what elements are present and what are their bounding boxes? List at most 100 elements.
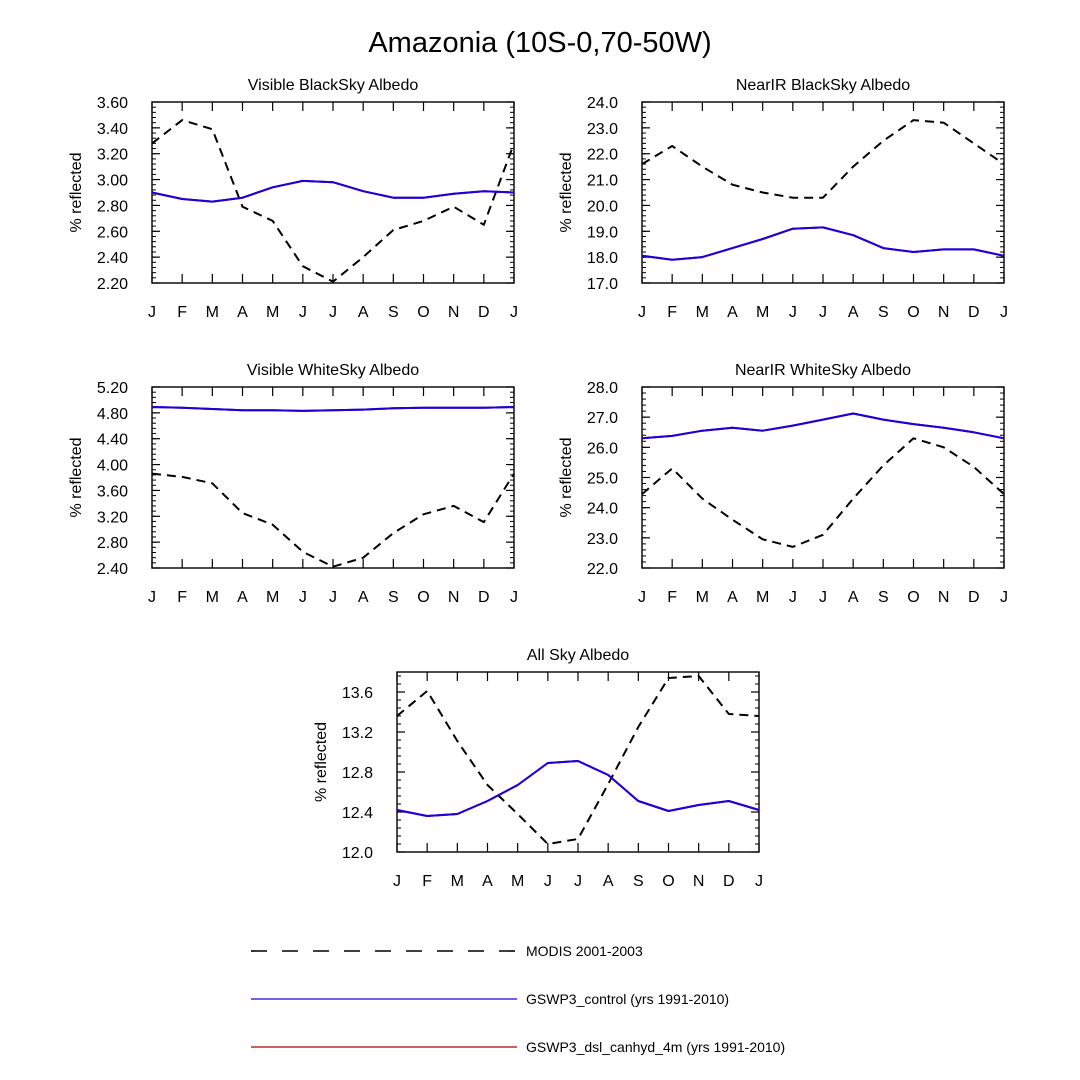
x-tick-label: M (756, 304, 769, 321)
x-tick-label: J (789, 589, 797, 606)
figure-title: Amazonia (10S-0,70-50W) (368, 27, 711, 59)
x-tick-label: J (789, 304, 797, 321)
x-tick-label: J (299, 589, 307, 606)
x-tick-label: J (1000, 304, 1008, 321)
y-tick-label: 3.60 (97, 483, 128, 500)
series-line-modis (396, 675, 760, 845)
y-tick-label: 17.0 (587, 276, 618, 293)
y-tick-label: 4.80 (97, 406, 128, 423)
x-tick-label: F (667, 589, 677, 606)
series-line-modis (151, 472, 515, 568)
x-tick-label: D (723, 873, 735, 890)
y-tick-label: 20.0 (587, 198, 618, 215)
x-tick-label: J (148, 304, 156, 321)
x-tick-label: J (393, 873, 401, 890)
y-tick-label: 24.0 (587, 501, 618, 518)
x-tick-label: M (206, 589, 219, 606)
x-tick-label: M (266, 304, 279, 321)
x-tick-label: O (907, 304, 919, 321)
y-tick-label: 13.2 (342, 725, 373, 742)
series-line-dsl-canhyd (396, 760, 760, 817)
y-tick-label: 5.20 (97, 380, 128, 397)
x-tick-label: M (511, 873, 524, 890)
x-tick-label: O (417, 304, 429, 321)
y-tick-label: 4.00 (97, 458, 128, 475)
x-tick-label: N (448, 589, 460, 606)
series-line-dsl-canhyd (641, 226, 1005, 261)
x-tick-label: J (755, 873, 763, 890)
y-tick-label: 4.40 (97, 432, 128, 449)
y-tick-label: 21.0 (587, 173, 618, 190)
y-axis-label: % reflected (313, 722, 330, 802)
x-tick-label: A (358, 589, 369, 606)
x-tick-label: A (603, 873, 614, 890)
y-tick-label: 19.0 (587, 224, 618, 241)
x-tick-label: J (1000, 589, 1008, 606)
x-tick-label: S (878, 589, 889, 606)
x-tick-label: A (237, 589, 248, 606)
y-tick-label: 2.60 (97, 224, 128, 241)
y-tick-label: 24.0 (587, 95, 618, 112)
x-tick-label: A (482, 873, 493, 890)
y-tick-label: 3.20 (97, 509, 128, 526)
panels: Visible BlackSky Albedo J F M A M J J A S O N D J 2.20… (68, 77, 1008, 890)
chart-panel: Visible BlackSky Albedo J F M A M J J A S O N D J 2.20… (68, 77, 518, 321)
y-tick-label: 12.4 (342, 805, 373, 822)
chart-title: Visible BlackSky Albedo (248, 77, 419, 94)
chart-panel: All Sky Albedo J F M A M J J A S O N D J 12.0 12.4 12.8 1… (313, 647, 763, 890)
x-tick-label: S (388, 589, 399, 606)
y-tick-label: 23.0 (587, 121, 618, 138)
x-tick-label: M (756, 589, 769, 606)
x-tick-label: J (329, 589, 337, 606)
x-tick-label: J (329, 304, 337, 321)
x-tick-label: F (667, 304, 677, 321)
x-tick-label: J (574, 873, 582, 890)
x-tick-label: D (968, 304, 980, 321)
y-tick-label: 3.40 (97, 121, 128, 138)
x-tick-label: A (237, 304, 248, 321)
x-tick-label: D (478, 304, 490, 321)
y-tick-label: 22.0 (587, 561, 618, 578)
y-tick-label: 2.20 (97, 276, 128, 293)
x-tick-label: N (448, 304, 460, 321)
y-axis-label: % reflected (68, 437, 85, 517)
plot-frame (641, 101, 1005, 284)
x-tick-label: O (662, 873, 674, 890)
x-tick-label: O (417, 589, 429, 606)
y-tick-label: 13.6 (342, 685, 373, 702)
series-line-control (641, 412, 1005, 440)
series-line-modis (151, 119, 515, 283)
y-tick-label: 18.0 (587, 250, 618, 267)
y-tick-label: 22.0 (587, 147, 618, 164)
x-tick-label: F (422, 873, 432, 890)
x-tick-label: S (388, 304, 399, 321)
x-tick-label: J (510, 304, 518, 321)
plot-frame (151, 386, 515, 569)
x-tick-label: A (727, 589, 738, 606)
x-tick-label: M (206, 304, 219, 321)
series-line-dsl-canhyd (151, 179, 515, 203)
plot-frame (641, 386, 1005, 569)
x-tick-label: N (938, 304, 950, 321)
chart-title: NearIR BlackSky Albedo (736, 77, 910, 94)
x-tick-label: J (819, 589, 827, 606)
series-line-dsl-canhyd (641, 412, 1005, 440)
y-tick-label: 3.20 (97, 147, 128, 164)
x-tick-label: J (510, 589, 518, 606)
chart-panel: Visible WhiteSky Albedo J F M A M J J A S O N D J 2.40… (68, 362, 518, 606)
y-tick-label: 2.80 (97, 535, 128, 552)
chart-title: Visible WhiteSky Albedo (247, 362, 419, 379)
y-tick-label: 25.0 (587, 471, 618, 488)
series-line-modis (641, 119, 1005, 199)
x-tick-label: O (907, 589, 919, 606)
y-tick-label: 28.0 (587, 380, 618, 397)
y-tick-label: 2.80 (97, 198, 128, 215)
legend-label: MODIS 2001-2003 (526, 943, 643, 959)
x-tick-label: J (544, 873, 552, 890)
x-tick-label: M (266, 589, 279, 606)
y-tick-label: 12.0 (342, 845, 373, 862)
x-tick-label: N (938, 589, 950, 606)
y-tick-label: 2.40 (97, 250, 128, 267)
x-tick-label: A (358, 304, 369, 321)
